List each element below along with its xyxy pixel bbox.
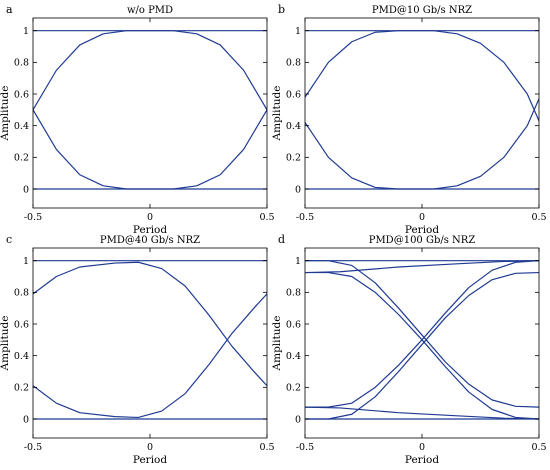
x-axis-label: Period [405,454,440,466]
series-group [33,30,267,190]
series-line-2 [305,30,539,122]
x-tick-label: 0.5 [259,212,274,223]
x-tick-label: 0.5 [259,442,274,453]
series-line-3 [33,109,267,190]
panel-title: PMD@10 Gb/s NRZ [372,5,472,16]
x-axis-label: Period [133,454,168,466]
series-line-3 [305,98,539,190]
y-tick-label: 0.4 [286,351,301,362]
x-tick-label: -0.5 [24,442,42,453]
y-tick-label: 0.8 [286,58,301,69]
panel-title: PMD@100 Gb/s NRZ [369,235,476,246]
x-tick-label: 0.5 [531,442,546,453]
series-line-2 [33,261,267,387]
axes-frame [32,247,268,439]
panel-letter: d [278,233,285,246]
panel-title: PMD@40 Gb/s NRZ [100,235,200,246]
series-line-5 [305,271,539,420]
y-tick-label: 0.8 [14,58,29,69]
panel-d: 0 0.2 0.4 0.6 0.8 1 -0.5 0 0.5 PMD@100 Gb/s NRZ d P… [271,233,547,466]
x-axis-label: Period [133,224,168,236]
y-tick-label: 0.2 [286,383,301,394]
y-tick-label: 0.8 [286,288,301,299]
axes-frame [304,17,540,209]
y-tick-label: 0.4 [14,351,29,362]
y-tick-label: 0.8 [14,288,29,299]
series-line-4 [305,260,539,408]
series-line-3 [33,293,267,419]
series-group [33,260,267,420]
y-tick-label: 1 [23,26,29,37]
series-line-2 [305,260,539,274]
series-line-2 [33,30,267,111]
y-tick-label: 0.6 [286,319,301,330]
panel-letter: c [6,233,12,246]
x-tick-label: 0 [147,442,153,453]
y-tick-label: 0 [295,414,301,425]
panel-b: 0 0.2 0.4 0.6 0.8 1 -0.5 0 0.5 PMD@10 Gb/s NRZ b Pe… [271,3,547,236]
y-axis-label: Amplitude [271,86,283,142]
x-tick-label: 0 [147,212,153,223]
axes-frame [32,17,268,209]
y-axis-label: Amplitude [0,86,11,142]
y-tick-label: 0.2 [14,153,29,164]
series-line-7 [305,260,539,408]
y-tick-label: 1 [295,26,301,37]
y-tick-label: 0.2 [14,383,29,394]
panel-a: 0 0.2 0.4 0.6 0.8 1 -0.5 0 0.5 w/o PMD a Period Ampl… [0,3,275,236]
y-tick-label: 0.2 [286,153,301,164]
panel-c: 0 0.2 0.4 0.6 0.8 1 -0.5 0 0.5 PMD@40 Gb/s NRZ c Pe… [0,233,275,466]
x-tick-label: 0.5 [531,212,546,223]
y-tick-label: 0.4 [286,121,301,132]
x-tick-label: 0 [419,442,425,453]
x-tick-label: 0 [419,212,425,223]
y-tick-label: 0 [295,184,301,195]
x-tick-label: -0.5 [24,212,42,223]
panel-title: w/o PMD [127,5,173,16]
y-tick-label: 0.4 [14,121,29,132]
x-tick-label: -0.5 [296,442,314,453]
x-tick-label: -0.5 [296,212,314,223]
series-line-3 [305,406,539,420]
y-tick-label: 1 [23,256,29,267]
series-line-6 [305,271,539,420]
series-group [305,30,539,190]
x-axis-label: Period [405,224,440,236]
y-tick-label: 0.6 [286,89,301,100]
series-group [305,260,539,420]
y-tick-label: 0 [23,414,29,425]
panel-letter: a [6,3,13,16]
y-tick-label: 0.6 [14,89,29,100]
y-tick-label: 0.6 [14,319,29,330]
y-axis-label: Amplitude [271,316,283,372]
y-tick-label: 0 [23,184,29,195]
y-tick-label: 1 [295,256,301,267]
panel-letter: b [278,3,285,16]
y-axis-label: Amplitude [0,316,11,372]
